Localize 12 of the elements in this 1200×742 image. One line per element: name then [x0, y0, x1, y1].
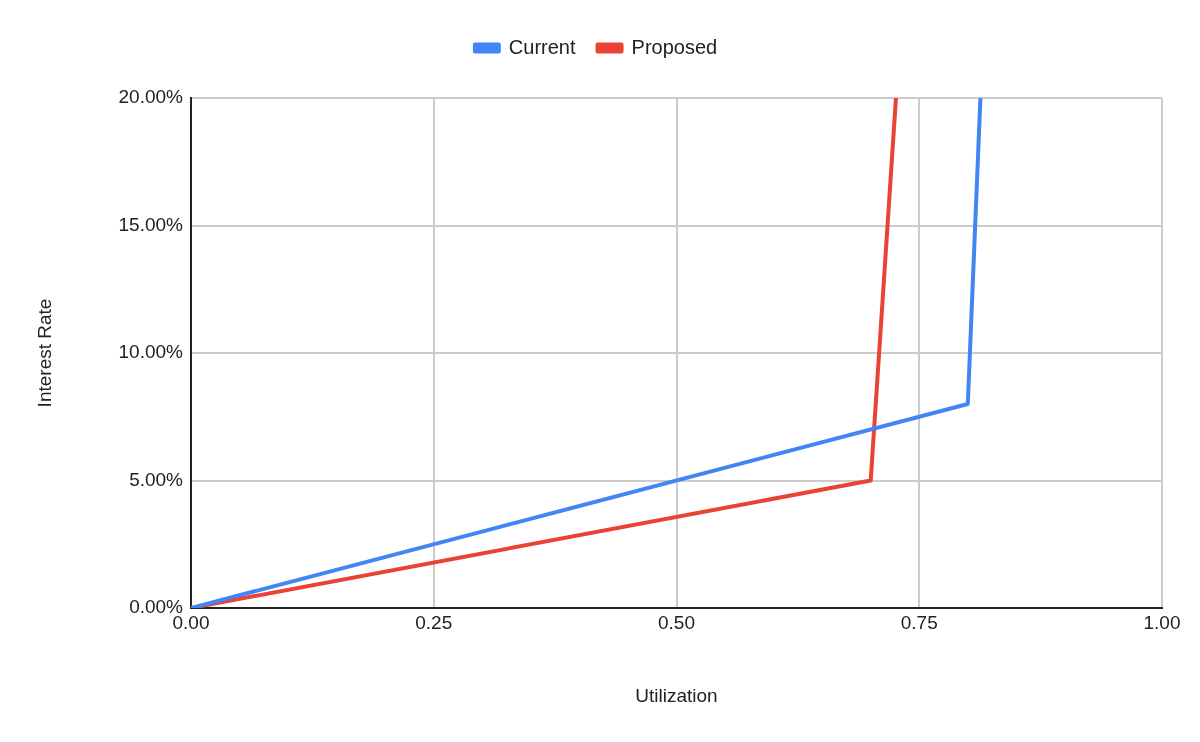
x-tick-label: 0.75: [900, 611, 938, 633]
x-tick-label: 0.50: [658, 611, 695, 633]
x-axis-title: Utilization: [635, 684, 718, 706]
legend-label: Current: [508, 35, 576, 58]
y-tick-label: 5.00%: [129, 468, 184, 490]
x-tick-label: 1.00: [1143, 611, 1181, 633]
y-tick-label: 10.00%: [118, 341, 184, 363]
y-tick-label: 15.00%: [118, 213, 184, 235]
y-axis-title: Interest Rate: [33, 298, 55, 408]
y-tick-label: 20.00%: [118, 86, 184, 108]
x-tick-label: 0.25: [415, 611, 453, 633]
legend-label: Proposed: [631, 35, 718, 58]
